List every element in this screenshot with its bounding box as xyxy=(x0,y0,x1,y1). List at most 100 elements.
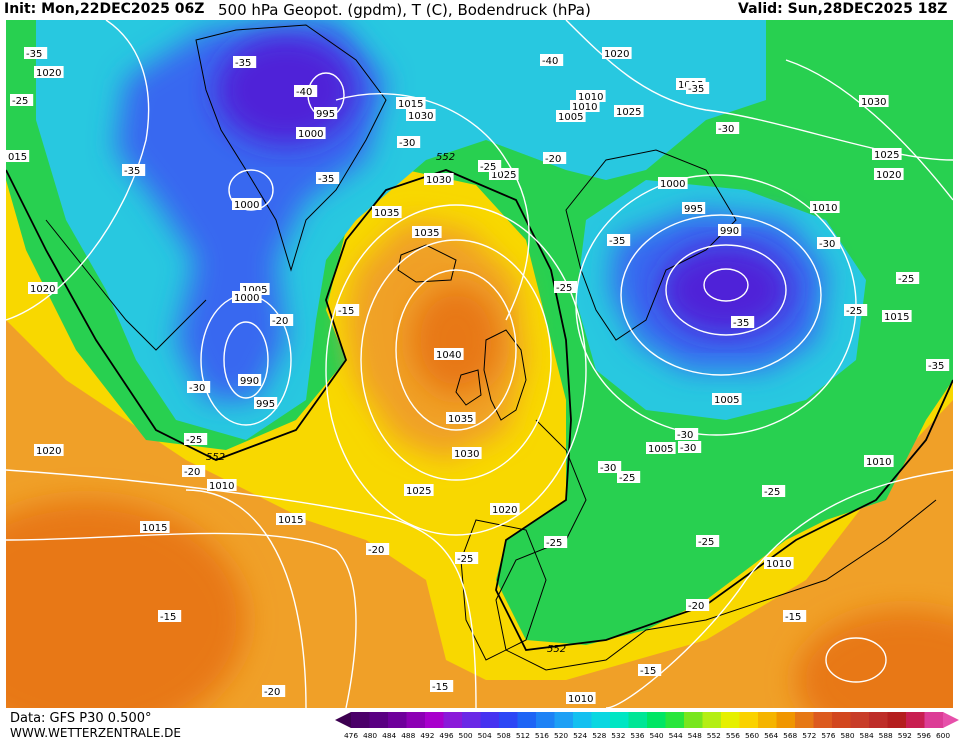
pressure-label: 1030 xyxy=(859,95,889,108)
ireland-coast xyxy=(455,369,482,406)
colorbar-cell xyxy=(480,712,500,728)
pressure-label-box xyxy=(882,310,912,322)
colorbar-tick-label: 584 xyxy=(860,731,874,740)
pressure-label-text: 1020 xyxy=(492,505,517,516)
pressure-label-box xyxy=(810,201,840,213)
pressure-label-box xyxy=(658,177,688,189)
temperature-label-box xyxy=(262,685,286,697)
colorbar-tick-label: 596 xyxy=(917,731,931,740)
isobar-1030-north xyxy=(335,93,530,321)
pressure-label-text: 990 xyxy=(240,376,259,387)
temperature-label-text: -30 xyxy=(718,124,734,135)
color-scale-legend: 476 480 484 488 492 496 500 504 508 512 516 520 524 5… xyxy=(335,712,959,740)
iceland-coast xyxy=(397,244,457,283)
pressure-label-box xyxy=(424,173,454,185)
colorbar-tick-label: 512 xyxy=(516,731,530,740)
temperature-label: -30 xyxy=(716,122,740,135)
colorbar-cell xyxy=(702,712,722,728)
pressure-label: 1000 xyxy=(232,198,262,211)
pressure-label-text: 1025 xyxy=(874,150,899,161)
temperature-label-box xyxy=(716,122,740,134)
pressure-label-text: 995 xyxy=(316,109,335,120)
pressure-label-box xyxy=(434,348,464,360)
temperature-label: -30 xyxy=(397,136,421,149)
temperature-label-text: -40 xyxy=(542,56,558,67)
pressure-label-box xyxy=(404,484,434,496)
temperature-label-text: -30 xyxy=(399,138,415,149)
colorbar-cell xyxy=(517,712,537,728)
website-label: WWW.WETTERZENTRALE.DE xyxy=(10,726,181,740)
pressure-label: 1000 xyxy=(296,127,326,140)
pressure-label-text: 995 xyxy=(684,204,703,215)
pressure-label: 1020 xyxy=(490,503,520,516)
pressure-label-text: 1005 xyxy=(714,395,739,406)
pressure-label-box xyxy=(452,447,482,459)
pressure-label-box xyxy=(140,521,170,533)
temperature-label: -15 xyxy=(783,610,807,623)
pressure-label-box xyxy=(254,397,278,409)
chart-title: 500 hPa Geopot. (gpdm), T (C), Bodendruc… xyxy=(218,1,591,19)
temperature-label: -25 xyxy=(554,281,578,294)
colorbar-cell xyxy=(499,712,518,728)
pressure-label-box xyxy=(682,202,706,214)
temperature-label: -20 xyxy=(182,465,206,478)
colorbar-cell xyxy=(573,712,592,728)
pressure-label-text: 1035 xyxy=(414,228,439,239)
temperature-label-box xyxy=(762,485,786,497)
pressure-label-text: 1035 xyxy=(374,208,399,219)
pressure-label-box xyxy=(718,224,742,236)
canada-coast xyxy=(45,219,207,351)
temperature-label: -25 xyxy=(10,94,34,107)
temperature-label-box xyxy=(543,152,567,164)
temperature-label-text: -35 xyxy=(318,174,334,185)
colorbar-tick-label: 508 xyxy=(497,731,511,740)
colorbar-cell xyxy=(536,712,555,728)
isobar-1025-ne xyxy=(785,59,953,201)
temperature-label-text: -25 xyxy=(619,473,635,484)
temperature-label-text: -20 xyxy=(688,601,704,612)
pressure-label: 1035 xyxy=(412,226,442,239)
pressure-label: 015 xyxy=(6,150,30,163)
pressure-label-text: 1005 xyxy=(242,285,267,296)
pressure-label-box xyxy=(614,105,644,117)
temperature-label-text: -25 xyxy=(846,306,862,317)
isobar-1010-se xyxy=(825,637,887,683)
temperature-label-box xyxy=(158,610,182,622)
pressure-label-box xyxy=(576,90,606,102)
temperature-label: -25 xyxy=(844,304,868,317)
pressure-label-box xyxy=(556,110,586,122)
uk-coast xyxy=(483,329,527,421)
pressure-label-text: 1000 xyxy=(298,129,323,140)
pressure-label-box xyxy=(764,557,794,569)
temperature-label-text: -30 xyxy=(600,463,616,474)
pressure-label-text: 1005 xyxy=(558,112,583,123)
data-source-label: Data: GFS P30 0.500° xyxy=(10,711,152,726)
temperature-label: -20 xyxy=(270,314,294,327)
pressure-label: 1020 xyxy=(602,47,632,60)
temperature-label: -30 xyxy=(678,441,702,454)
pressure-label-text: 1025 xyxy=(616,107,641,118)
pressure-label-box xyxy=(566,692,596,704)
colorbar-tick-label: 588 xyxy=(879,731,893,740)
temperature-label-text: -35 xyxy=(928,361,944,372)
colorbar-cell xyxy=(758,712,777,728)
pressure-label: 1010 xyxy=(810,201,840,214)
temperature-label: -20 xyxy=(262,685,286,698)
temperature-label: -15 xyxy=(430,680,454,693)
pressure-label: 1010 xyxy=(207,479,237,492)
pressure-label-text: 1020 xyxy=(36,68,61,79)
colorbar-tick-label: 560 xyxy=(745,731,759,740)
colorbar-tick-label: 476 xyxy=(344,731,358,740)
deep-orange-southwest xyxy=(6,500,246,708)
colorbar-tick-label: 484 xyxy=(382,731,396,740)
colorbar-labels: 476 480 484 488 492 496 500 504 508 512 516 520 524 5… xyxy=(344,731,950,740)
temperature-label-text: -20 xyxy=(368,545,384,556)
colorbar-tick-label: 488 xyxy=(401,731,415,740)
isobar-990-east xyxy=(703,268,749,302)
temperature-label-text: -30 xyxy=(677,430,693,441)
temperature-label-box xyxy=(686,599,710,611)
pressure-label-box xyxy=(864,455,894,467)
temperature-label-box xyxy=(455,552,479,564)
pressure-label: 990 xyxy=(238,374,262,387)
temperature-label: -40 xyxy=(294,85,318,98)
